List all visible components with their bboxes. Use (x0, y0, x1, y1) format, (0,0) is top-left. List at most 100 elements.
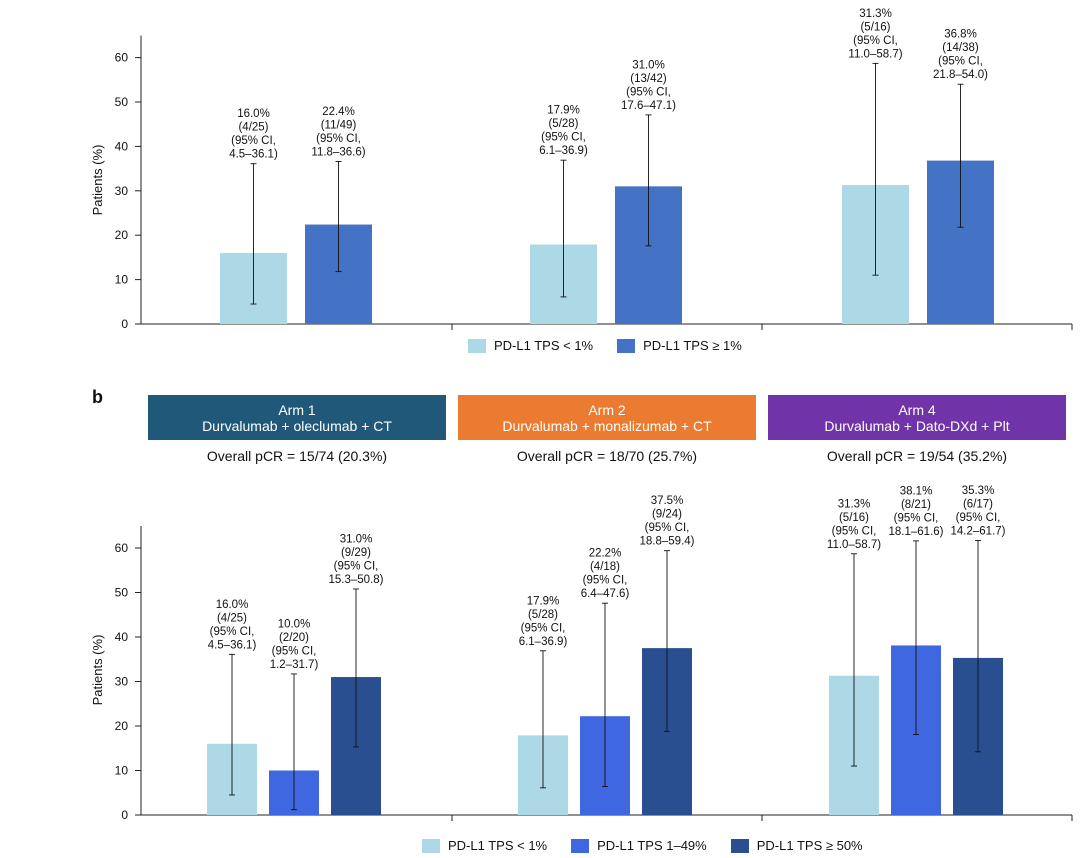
arm-4-title: Arm 4 (898, 401, 936, 418)
panel-a-data-label: (95% CI, (231, 135, 276, 147)
panel-a-data-label: 4.5–36.1) (229, 149, 278, 161)
legend-a-item: PD-L1 TPS < 1% (468, 338, 593, 353)
panel-b-data-label: 14.2–61.7) (951, 525, 1006, 537)
panel-a-data-label: (14/38) (942, 42, 979, 54)
panel-b-data-label: (8/21) (901, 499, 931, 511)
panel-b-data-label: (95% CI, (272, 645, 317, 657)
panel-b-y-tick-label: 20 (115, 719, 129, 733)
panel-b-data-label: 6.4–47.6) (581, 588, 630, 600)
panel-a-data-label: (5/28) (548, 118, 578, 130)
panel-b-data-label: 10.0% (278, 618, 311, 630)
legend-a-item: PD-L1 TPS ≥ 1% (617, 338, 742, 353)
panel-a-data-label: (95% CI, (316, 133, 361, 145)
legend-label: PD-L1 TPS < 1% (494, 338, 594, 353)
legend-swatch (730, 838, 749, 853)
legend-swatch (422, 838, 440, 853)
panel-b-data-label: (9/29) (341, 547, 371, 559)
panel-a-data-label: 22.4% (322, 106, 355, 118)
arm-2-overall-pcr: Overall pCR = 18/70 (25.7%) (516, 448, 698, 464)
panel-a-y-tick-label: 0 (121, 317, 128, 331)
panel-b-data-label: 38.1% (900, 485, 933, 497)
panel-b-data-label: 31.0% (340, 533, 373, 545)
panel-a-y-tick-label: 20 (115, 228, 129, 242)
panel-a-data-label: 11.8–36.6) (311, 146, 365, 158)
arm-2-title: Arm 2 (588, 401, 626, 418)
panel-a-data-label: (95% CI, (541, 132, 586, 144)
panel-b-data-label: 15.3–50.8) (329, 574, 384, 586)
legend-label: PD-L1 TPS ≥ 1% (643, 338, 742, 353)
arm-1-overall-pcr: Overall pCR = 15/74 (20.3%) (206, 448, 388, 464)
panel-b-y-axis-label: Patients (%) (90, 635, 105, 706)
panel-a-y-axis-label: Patients (%) (90, 145, 105, 216)
panel-b-data-label: 18.1–61.6) (889, 526, 944, 538)
panel-b-data-label: (5/28) (528, 609, 558, 621)
arm-1-header: Arm 1 Durvalumab + oleclumab + CT (148, 395, 446, 440)
arm-1-regimen: Durvalumab + oleclumab + CT (202, 417, 392, 434)
legend-swatch (617, 338, 636, 353)
legend-b-item: PD-L1 TPS ≥ 50% (730, 838, 863, 853)
panel-b-data-label: (9/24) (652, 509, 682, 521)
panel-a-data-label: 31.0% (632, 59, 665, 71)
panel-a-data-label: (95% CI, (853, 35, 898, 47)
panel-b-data-label: 17.9% (527, 595, 560, 607)
arm-4-regimen: Durvalumab + Dato-DXd + Plt (824, 417, 1010, 434)
panel-b-data-label: (2/20) (279, 632, 309, 644)
panel-b-data-label: (95% CI, (583, 575, 628, 587)
legend-panel-b: PD-L1 TPS < 1% PD-L1 TPS 1–49% PD-L1 TPS ≥… (422, 838, 887, 853)
panel-a-y-tick-label: 10 (115, 273, 129, 287)
legend-swatch (468, 338, 486, 353)
panel-a-data-label: 17.6–47.1) (621, 100, 676, 112)
legend-label: PD-L1 TPS ≥ 50% (756, 838, 863, 853)
panel-b-data-label: 11.0–58.7) (827, 539, 881, 551)
panel-b-data-label: (95% CI, (832, 525, 877, 537)
panel-a-data-label: 31.3% (859, 8, 892, 20)
panel-b-data-label: 1.2–31.7) (270, 659, 319, 671)
panel-a-y-tick-label: 30 (115, 184, 129, 198)
panel-a-data-label: 21.8–54.0) (933, 69, 988, 81)
panel-a-data-label: (13/42) (630, 73, 667, 85)
legend-swatch (571, 838, 590, 853)
panel-b-data-label: (4/25) (217, 612, 247, 624)
panel-a-data-label: (11/49) (321, 119, 357, 131)
panel-b-data-label: (95% CI, (956, 512, 1001, 524)
panel-b-data-label: 18.8–59.4) (640, 536, 695, 548)
legend-label: PD-L1 TPS 1–49% (597, 838, 707, 853)
panel-b-data-label: 31.3% (838, 498, 871, 510)
panel-a-data-label: 36.8% (944, 29, 977, 41)
arm-1-title: Arm 1 (278, 401, 316, 418)
panel-b-data-label: (5/16) (839, 512, 869, 524)
panel-b-data-label: (95% CI, (894, 512, 939, 524)
panel-a-data-label: 6.1–36.9) (539, 145, 588, 157)
panel-b-data-label: (95% CI, (521, 622, 566, 634)
panel-b-data-label: (6/17) (963, 498, 993, 510)
legend-label: PD-L1 TPS < 1% (448, 838, 548, 853)
legend-b-item: PD-L1 TPS < 1% (422, 838, 547, 853)
panel-b-data-label: 35.3% (962, 485, 995, 497)
panel-b-data-label: (95% CI, (645, 522, 690, 534)
panel-a-data-label: 16.0% (237, 108, 270, 120)
panel-b-y-tick-label: 50 (115, 586, 129, 600)
panel-a-data-label: (5/16) (860, 21, 890, 33)
panel-b-data-label: (95% CI, (210, 626, 255, 638)
panel-b-data-label: (95% CI, (334, 560, 379, 572)
panel-b-data-label: 6.1–36.9) (519, 636, 568, 648)
panel-b-data-label: 4.5–36.1) (208, 639, 257, 651)
panel-b-data-label: 37.5% (651, 495, 684, 507)
legend-b-item: PD-L1 TPS 1–49% (571, 838, 707, 853)
panel-b-data-label: 22.2% (589, 548, 622, 560)
panel-b-label: b (92, 387, 103, 407)
arm-2-regimen: Durvalumab + monalizumab + CT (502, 417, 712, 434)
panel-a-y-tick-label: 60 (115, 51, 129, 65)
arm-2-header: Arm 2 Durvalumab + monalizumab + CT (458, 395, 756, 440)
panel-b-y-tick-label: 40 (115, 630, 129, 644)
legend-panel-a: PD-L1 TPS < 1% PD-L1 TPS ≥ 1% (468, 338, 766, 353)
panel-a-data-label: (95% CI, (938, 56, 983, 68)
panel-b-data-label: (4/18) (590, 561, 620, 573)
panel-a-data-label: 11.0–58.7) (848, 48, 902, 60)
panel-b-data-label: 16.0% (216, 599, 249, 611)
panel-a-y-tick-label: 40 (115, 139, 129, 153)
panel-b-y-tick-label: 0 (121, 808, 128, 822)
panel-a-y-tick-label: 50 (115, 95, 129, 109)
arm-4-header: Arm 4 Durvalumab + Dato-DXd + Plt (768, 395, 1066, 440)
